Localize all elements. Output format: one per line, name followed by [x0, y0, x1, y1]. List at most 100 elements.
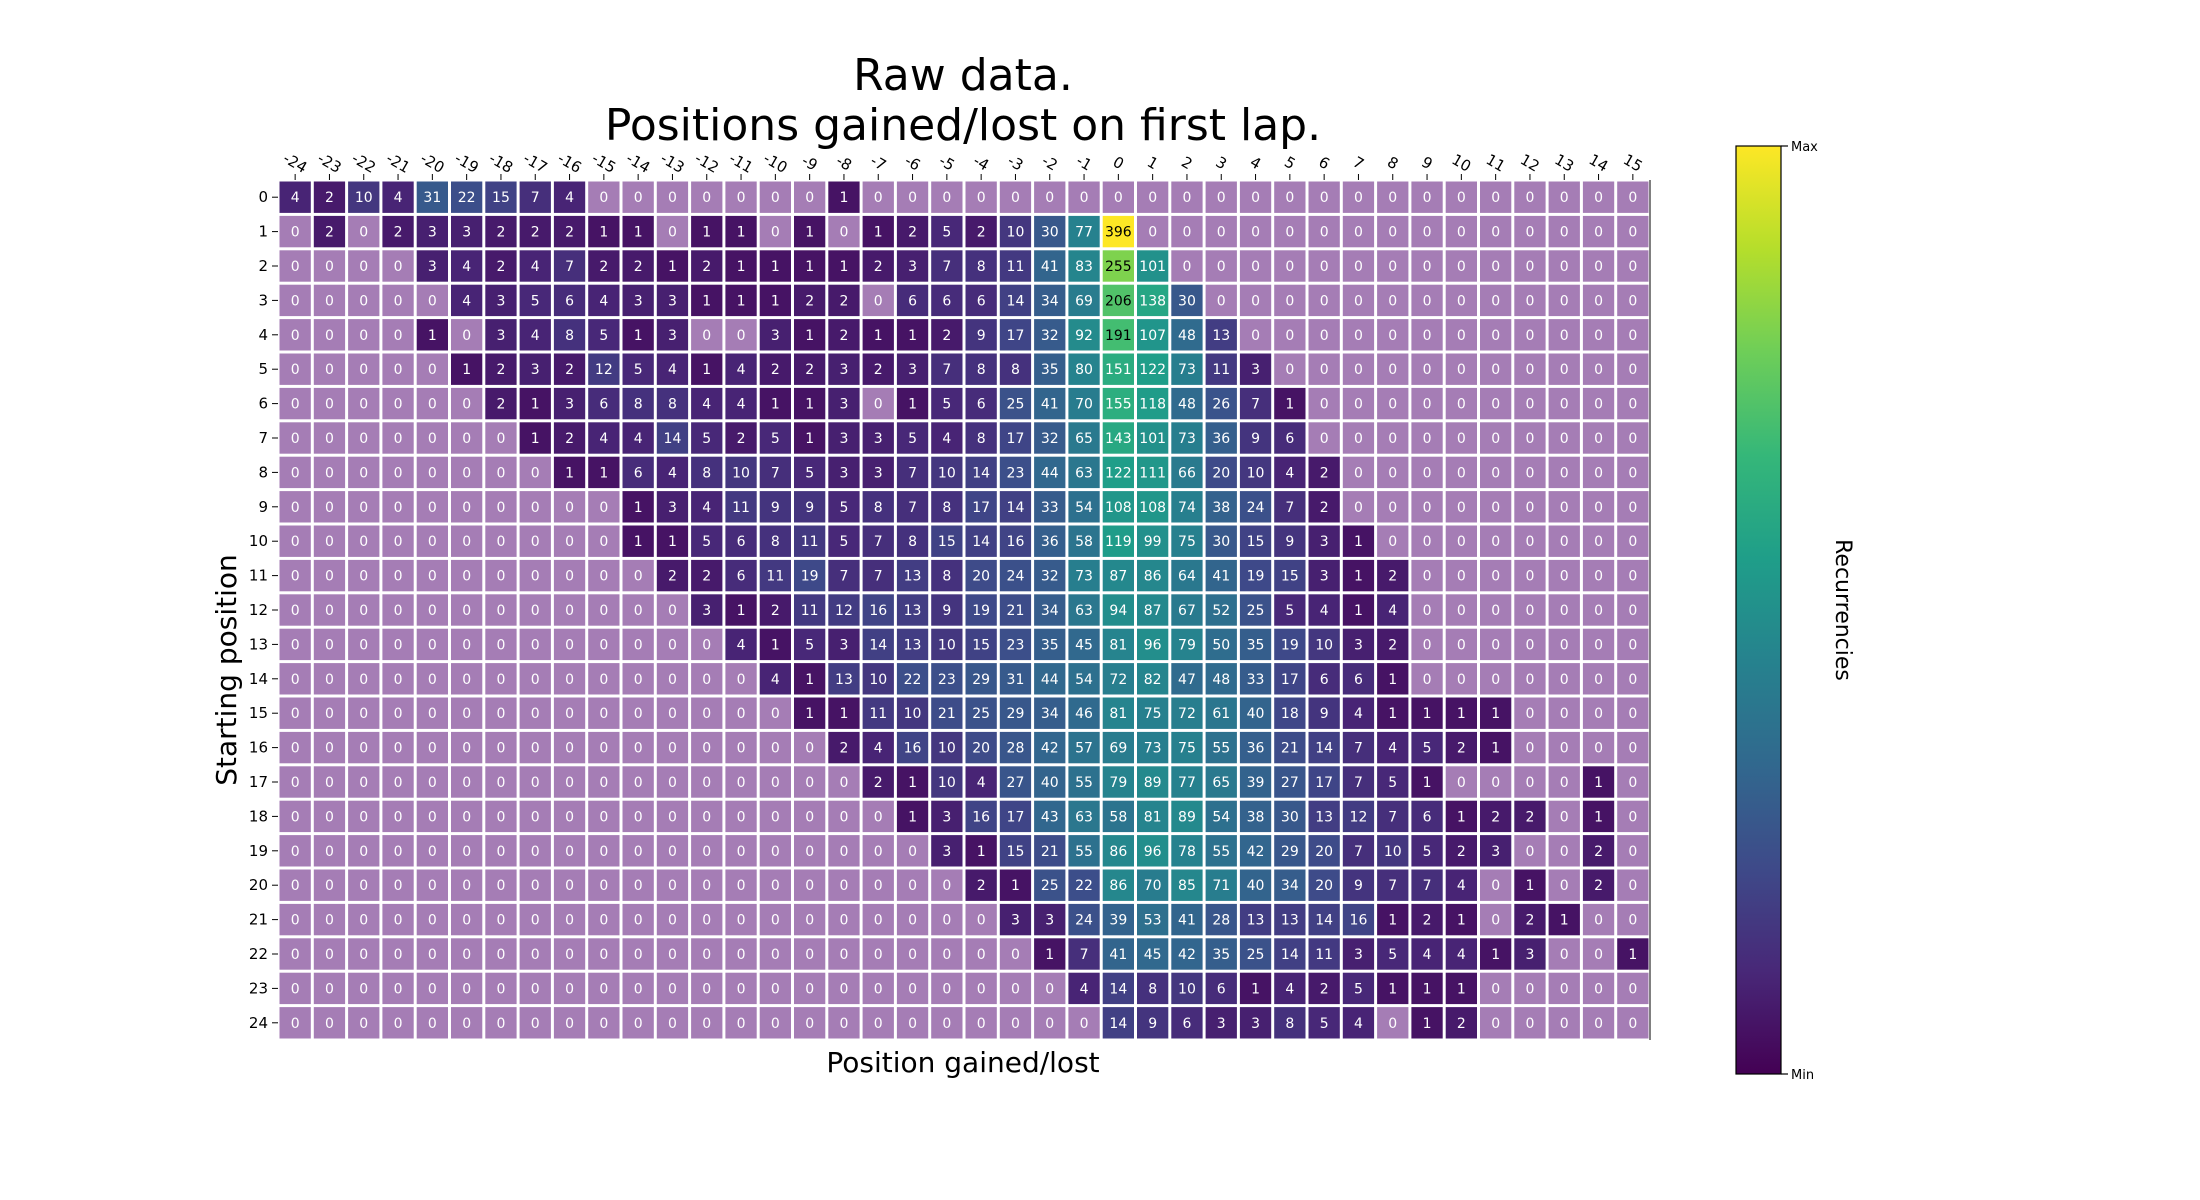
heatmap-cell-label: 39: [1247, 775, 1265, 791]
heatmap-cell: [1342, 869, 1375, 901]
heatmap-cell-label: 10: [904, 706, 922, 722]
heatmap-cell: [1205, 800, 1237, 833]
heatmap-cell: [313, 353, 346, 385]
heatmap-cell-label: 13: [904, 603, 922, 619]
heatmap-cell-label: 3: [496, 293, 505, 309]
heatmap-cell: [622, 387, 654, 420]
heatmap-cell: [1274, 628, 1306, 661]
heatmap-cell-label: 41: [1178, 913, 1196, 929]
heatmap-cell: [1239, 835, 1272, 867]
heatmap-cell-label: 0: [291, 947, 300, 963]
heatmap-cell-label: 0: [394, 981, 403, 997]
heatmap-cell-label: 0: [1491, 603, 1500, 619]
x-tick-label: 8: [1384, 153, 1401, 173]
heatmap-cell-label: 4: [668, 362, 677, 378]
heatmap-cell: [416, 869, 448, 901]
heatmap-cell: [1582, 525, 1615, 557]
heatmap-cell: [622, 663, 654, 695]
heatmap-cell: [1411, 869, 1443, 901]
heatmap-cell: [794, 387, 826, 420]
heatmap-cell: [1137, 181, 1169, 213]
heatmap-cell: [1205, 422, 1237, 454]
heatmap-cell: [313, 869, 346, 901]
heatmap-cell-label: 0: [496, 500, 505, 516]
heatmap-cell-label: 0: [325, 672, 334, 688]
heatmap-cell-label: 0: [1525, 534, 1534, 550]
heatmap-cell: [553, 869, 586, 901]
heatmap-cell: [896, 869, 929, 901]
heatmap-cell: [1617, 284, 1649, 317]
heatmap-cell-label: 0: [1560, 328, 1569, 344]
heatmap-cell: [1274, 284, 1306, 317]
heatmap-cell: [931, 559, 963, 592]
heatmap-cell-label: 0: [1045, 1016, 1054, 1032]
heatmap-cell: [1548, 215, 1580, 248]
heatmap-cell-label: 2: [599, 259, 608, 275]
heatmap-cell: [1617, 387, 1649, 420]
heatmap-cell: [862, 628, 894, 661]
heatmap-cell-label: 0: [428, 947, 437, 963]
heatmap-cell: [313, 972, 346, 1005]
heatmap-cell: [279, 594, 311, 626]
heatmap-cell-label: 1: [1423, 1016, 1432, 1032]
heatmap-cell: [1308, 353, 1340, 385]
heatmap-cell-label: 2: [702, 259, 711, 275]
heatmap-cell: [1377, 800, 1409, 833]
heatmap-cell: [828, 594, 860, 626]
heatmap-cell: [451, 491, 483, 523]
heatmap-cell: [622, 559, 654, 592]
heatmap-cell: [1034, 491, 1066, 523]
heatmap-cell: [931, 215, 963, 248]
heatmap-cell: [382, 387, 414, 420]
heatmap-cell-label: 4: [942, 431, 951, 447]
y-tick-label: 0: [258, 188, 268, 206]
heatmap-cell: [279, 938, 311, 970]
heatmap-cell: [313, 663, 346, 695]
heatmap-cell: [1617, 766, 1649, 798]
heatmap-cell-label: 25: [1007, 397, 1025, 413]
heatmap-cell: [1548, 594, 1580, 626]
heatmap-cell-label: 2: [496, 259, 505, 275]
heatmap-cell-label: 4: [1388, 603, 1397, 619]
heatmap-cell-label: 0: [359, 913, 368, 929]
heatmap-cell: [451, 284, 483, 317]
heatmap-cell-label: 7: [771, 465, 780, 481]
heatmap-cell: [1342, 215, 1375, 248]
heatmap-cell-label: 0: [1251, 328, 1260, 344]
heatmap-cell-label: 55: [1212, 844, 1230, 860]
y-axis-label: Starting position: [210, 554, 243, 786]
heatmap-cell-label: 2: [531, 225, 540, 241]
heatmap-cell-label: 1: [737, 259, 746, 275]
heatmap-cell-label: 14: [1109, 981, 1127, 997]
heatmap-cell-label: 4: [462, 293, 471, 309]
heatmap-cell-label: 2: [874, 362, 883, 378]
x-tick-label: -10: [760, 149, 790, 177]
heatmap-cell: [759, 422, 791, 454]
heatmap-cell: [1239, 319, 1272, 351]
heatmap-cell: [931, 491, 963, 523]
heatmap-cell-label: 22: [904, 672, 922, 688]
heatmap-cell: [1377, 869, 1409, 901]
heatmap-cell-label: 0: [496, 878, 505, 894]
heatmap-cell: [1377, 559, 1409, 592]
heatmap-cell: [1342, 387, 1375, 420]
heatmap-cell: [691, 387, 723, 420]
heatmap-cell-label: 44: [1041, 672, 1059, 688]
heatmap-cell: [1205, 181, 1237, 213]
heatmap-cell-label: 0: [805, 844, 814, 860]
heatmap-cell-label: 0: [325, 259, 334, 275]
heatmap-cell-label: 58: [1075, 534, 1093, 550]
heatmap-cell: [451, 972, 483, 1005]
heatmap-cell: [794, 1007, 826, 1039]
heatmap-cell-label: 0: [1320, 431, 1329, 447]
heatmap-cell: [1205, 525, 1237, 557]
heatmap-cell: [656, 938, 689, 970]
heatmap-cell-label: 0: [839, 878, 848, 894]
heatmap-cell-label: 0: [1628, 293, 1637, 309]
heatmap-cell: [691, 319, 723, 351]
heatmap-cell-label: 0: [462, 775, 471, 791]
heatmap-cell: [1411, 319, 1443, 351]
heatmap-cell-label: 0: [1320, 397, 1329, 413]
heatmap-cell: [1514, 766, 1546, 798]
heatmap-cell-label: 2: [1320, 981, 1329, 997]
